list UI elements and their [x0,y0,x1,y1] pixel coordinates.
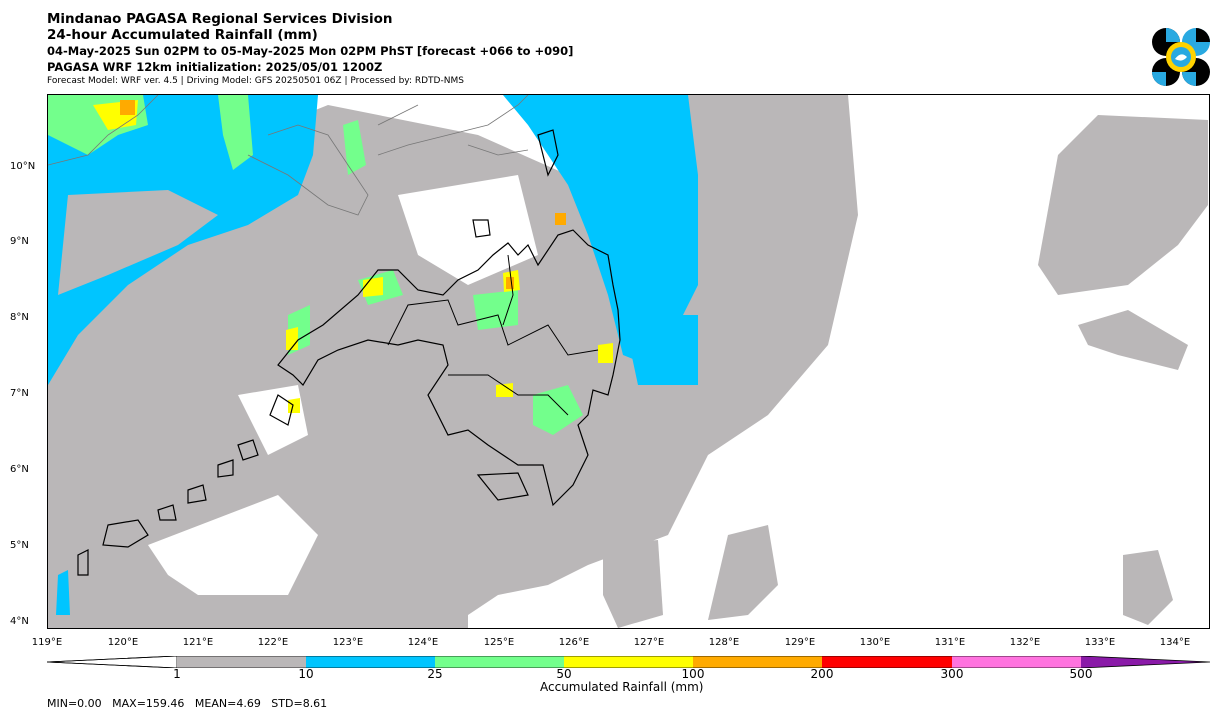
lon-label: 127°E [633,637,665,648]
lat-label: 4°N [10,616,29,627]
colorbar-title: Accumulated Rainfall (mm) [540,680,704,694]
colorbar-bin-1-10 [177,656,306,668]
colorbar-tick: 25 [427,667,443,681]
colorbar [47,656,1210,668]
lat-label: 5°N [10,540,29,551]
lon-label: 124°E [407,637,439,648]
lon-label: 128°E [708,637,740,648]
colorbar-tick: 1 [173,667,181,681]
colorbar-tick: 10 [298,667,314,681]
rain-field-light-s2 [708,525,778,620]
colorbar-bin-200-300 [822,656,952,668]
lon-label: 133°E [1084,637,1116,648]
colorbar-bin-25-50 [435,656,564,668]
rain-field-light-s3 [1123,550,1173,625]
model-initialization: PAGASA WRF 12km initialization: 2025/05/… [47,60,383,74]
lon-label: 131°E [934,637,966,648]
colorbar-tick: 500 [1069,667,1093,681]
lat-label: 9°N [10,236,29,247]
colorbar-tick: 300 [940,667,964,681]
lon-label: 121°E [182,637,214,648]
rain-field-moderate-e [623,315,698,385]
lon-label: 122°E [257,637,289,648]
rain-field-moderate-ne [503,95,698,365]
statistics-summary: MIN=0.00 MAX=159.46 MEAN=4.69 STD=8.61 [47,697,328,710]
chart-title: Mindanao PAGASA Regional Services Divisi… [47,11,393,27]
lon-label: 134°E [1159,637,1191,648]
lat-label: 8°N [10,312,29,323]
lon-label: 132°E [1009,637,1041,648]
lon-label: 130°E [859,637,891,648]
visayas-coast [48,95,529,216]
coastlines [77,129,621,576]
lon-label: 129°E [784,637,816,648]
lon-label: 120°E [107,637,139,648]
colorbar-tick: 50 [556,667,572,681]
lat-label: 10°N [10,161,36,172]
colorbar-bin-300-500 [952,656,1081,668]
mindanao-outline [277,229,621,507]
rain-field-light-se [1078,310,1188,370]
colorbar-tick: 100 [681,667,705,681]
colorbar-bin-50-100 [564,656,693,668]
lon-label: 126°E [558,637,590,648]
colorbar-under [47,656,178,668]
colorbar-bin-10-25 [306,656,435,668]
model-metadata: Forecast Model: WRF ver. 4.5 | Driving M… [47,76,464,86]
lat-label: 7°N [10,388,29,399]
rain-fields [48,95,1208,628]
chart-subtitle: 24-hour Accumulated Rainfall (mm) [47,27,318,43]
rainfall-map [47,94,1210,629]
forecast-time-range: 04-May-2025 Sun 02PM to 05-May-2025 Mon … [47,44,574,58]
lon-label: 119°E [31,637,63,648]
lat-label: 6°N [10,464,29,475]
colorbar-tick: 200 [810,667,834,681]
lon-label: 125°E [483,637,515,648]
colorbar-over [1081,656,1210,668]
pagasa-logo-icon [1152,28,1210,86]
colorbar-bin-100-200 [693,656,822,668]
rain-field-light-east [1038,115,1208,295]
lon-label: 123°E [332,637,364,648]
rain-field-light-s1 [603,540,663,628]
